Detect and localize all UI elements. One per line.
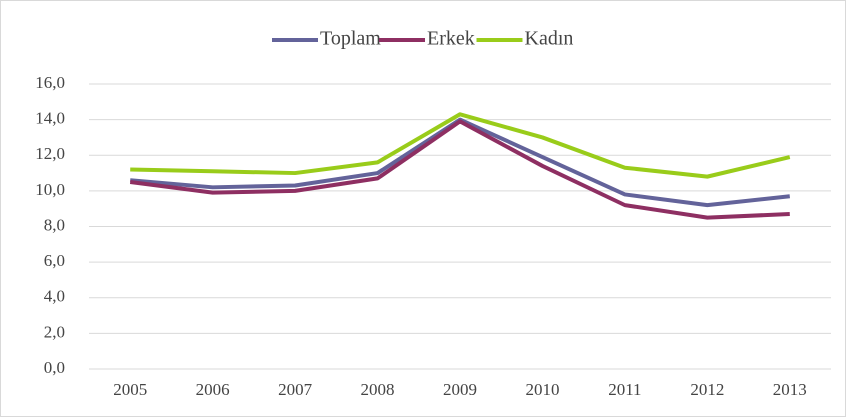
x-tick-label: 2009 (443, 380, 477, 399)
legend-label: Kadın (525, 28, 574, 50)
y-tick-label: 10,0 (35, 180, 65, 199)
series-line (129, 119, 790, 220)
y-tick-label: 16,0 (35, 73, 65, 92)
x-tick-label: 2010 (525, 380, 559, 399)
x-tick-label: 2005 (113, 380, 147, 399)
x-tick-label: 2013 (773, 380, 807, 399)
series-line (130, 112, 791, 179)
y-tick-label: 8,0 (44, 215, 65, 234)
legend-label: Toplam (320, 28, 381, 50)
y-tick-label: 0,0 (44, 358, 65, 377)
y-tick-label: 14,0 (35, 109, 65, 128)
x-tick-label: 2011 (608, 380, 641, 399)
x-tick-label: 2006 (196, 380, 230, 399)
y-tick-label: 4,0 (44, 287, 65, 306)
x-tick-label: 2012 (690, 380, 724, 399)
x-tick-label: 2008 (361, 380, 395, 399)
y-tick-label: 2,0 (44, 322, 65, 341)
y-tick-label: 6,0 (44, 251, 65, 270)
x-tick-label: 2007 (278, 380, 313, 399)
legend-label: Erkek (427, 28, 475, 50)
y-tick-label: 12,0 (35, 144, 65, 163)
